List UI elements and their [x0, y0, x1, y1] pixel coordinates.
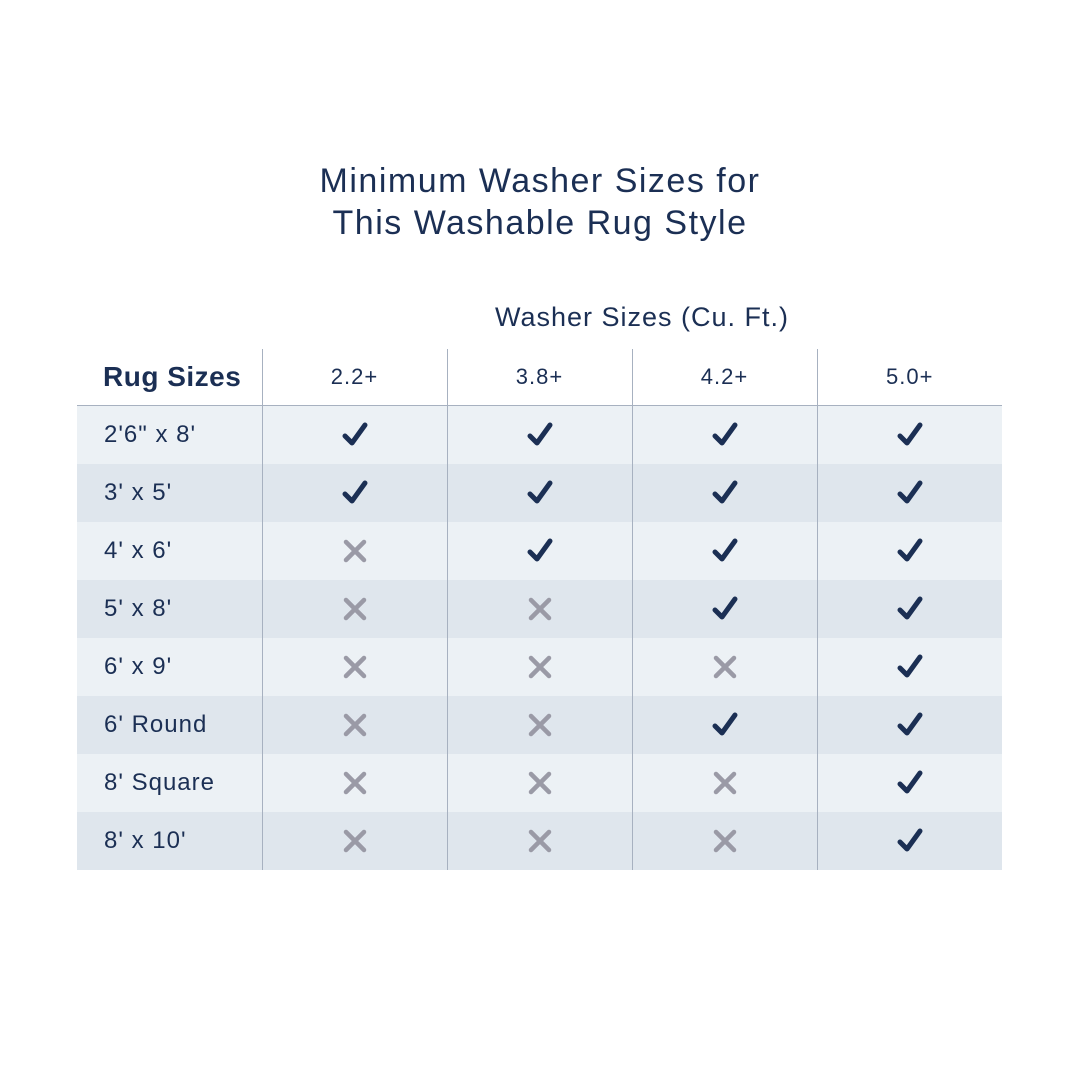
- check-icon: [897, 422, 923, 446]
- rug-size-label: 2'6" x 8': [104, 421, 197, 448]
- fit-cell: [816, 522, 1002, 580]
- page-title: Minimum Washer Sizes for This Washable R…: [0, 160, 1080, 244]
- fit-cell: [631, 812, 817, 870]
- fit-cell: [446, 522, 632, 580]
- rug-size-label: 6' Round: [104, 711, 208, 738]
- cross-icon: [343, 655, 366, 679]
- title-line-2: This Washable Rug Style: [332, 204, 748, 242]
- cross-icon: [528, 713, 551, 737]
- fit-cell: [631, 638, 817, 696]
- check-icon: [897, 480, 923, 504]
- cross-icon: [713, 771, 736, 795]
- fit-cell: [261, 580, 447, 638]
- fit-cell: [261, 522, 447, 580]
- table-row: 8' x 10': [77, 812, 1002, 870]
- fit-cell: [261, 696, 447, 754]
- table-row: 4' x 6': [77, 522, 1002, 580]
- table-row: 6' x 9': [77, 638, 1002, 696]
- column-header: 3.8+: [446, 349, 632, 406]
- check-icon: [342, 480, 367, 504]
- check-icon: [342, 422, 367, 446]
- fit-cell: [446, 696, 632, 754]
- cross-icon: [528, 771, 551, 795]
- fit-cell: [631, 754, 817, 812]
- fit-cell: [631, 696, 817, 754]
- check-icon: [527, 480, 552, 504]
- fit-cell: [261, 464, 447, 522]
- fit-cell: [816, 754, 1002, 812]
- fit-cell: [631, 464, 817, 522]
- washer-size-table: Rug Sizes 2.2+ 3.8+ 4.2+ 5.0+ 2'6" x 8' 3…: [77, 349, 1002, 870]
- check-icon: [897, 654, 923, 678]
- fit-cell: [446, 812, 632, 870]
- check-icon: [897, 538, 923, 562]
- cross-icon: [528, 829, 551, 853]
- cross-icon: [343, 539, 366, 563]
- fit-cell: [816, 696, 1002, 754]
- fit-cell: [261, 638, 447, 696]
- fit-cell: [446, 464, 632, 522]
- check-icon: [712, 422, 737, 446]
- table-row: 6' Round: [77, 696, 1002, 754]
- fit-cell: [261, 754, 447, 812]
- check-icon: [712, 596, 737, 620]
- title-line-1: Minimum Washer Sizes for: [319, 162, 761, 200]
- header-row: Rug Sizes 2.2+ 3.8+ 4.2+ 5.0+: [77, 349, 1002, 406]
- fit-cell: [816, 638, 1002, 696]
- fit-cell: [816, 464, 1002, 522]
- fit-cell: [446, 580, 632, 638]
- washer-sizes-header: Washer Sizes (Cu. Ft.): [494, 302, 790, 332]
- fit-cell: [446, 638, 632, 696]
- cross-icon: [528, 655, 551, 679]
- fit-cell: [631, 522, 817, 580]
- rug-size-label: 3' x 5': [104, 479, 173, 506]
- cross-icon: [528, 597, 551, 621]
- fit-cell: [446, 405, 632, 464]
- cross-icon: [343, 713, 366, 737]
- column-header: 4.2+: [631, 349, 817, 406]
- check-icon: [712, 712, 737, 736]
- column-header: 5.0+: [816, 349, 1002, 406]
- check-icon: [897, 596, 923, 620]
- check-icon: [712, 480, 737, 504]
- rug-size-label: 5' x 8': [104, 595, 173, 622]
- rug-size-label: 8' Square: [104, 769, 215, 796]
- cross-icon: [713, 655, 736, 679]
- column-header: 2.2+: [261, 349, 447, 406]
- fit-cell: [816, 580, 1002, 638]
- table-row: 2'6" x 8': [77, 405, 1002, 464]
- fit-cell: [261, 812, 447, 870]
- check-icon: [712, 538, 737, 562]
- fit-cell: [446, 754, 632, 812]
- check-icon: [897, 712, 923, 736]
- check-icon: [897, 828, 923, 852]
- rug-size-label: 4' x 6': [104, 537, 173, 564]
- table-row: 8' Square: [77, 754, 1002, 812]
- fit-cell: [631, 405, 817, 464]
- check-icon: [527, 538, 552, 562]
- check-icon: [897, 770, 923, 794]
- check-icon: [527, 422, 552, 446]
- cross-icon: [343, 829, 366, 853]
- fit-cell: [816, 405, 1002, 464]
- rug-size-label: 8' x 10': [104, 827, 187, 854]
- rug-sizes-header: Rug Sizes: [103, 361, 242, 392]
- fit-cell: [816, 812, 1002, 870]
- fit-cell: [631, 580, 817, 638]
- cross-icon: [343, 771, 366, 795]
- cross-icon: [713, 829, 736, 853]
- table-row: 3' x 5': [77, 464, 1002, 522]
- cross-icon: [343, 597, 366, 621]
- fit-cell: [261, 405, 447, 464]
- rug-size-label: 6' x 9': [104, 653, 173, 680]
- table-row: 5' x 8': [77, 580, 1002, 638]
